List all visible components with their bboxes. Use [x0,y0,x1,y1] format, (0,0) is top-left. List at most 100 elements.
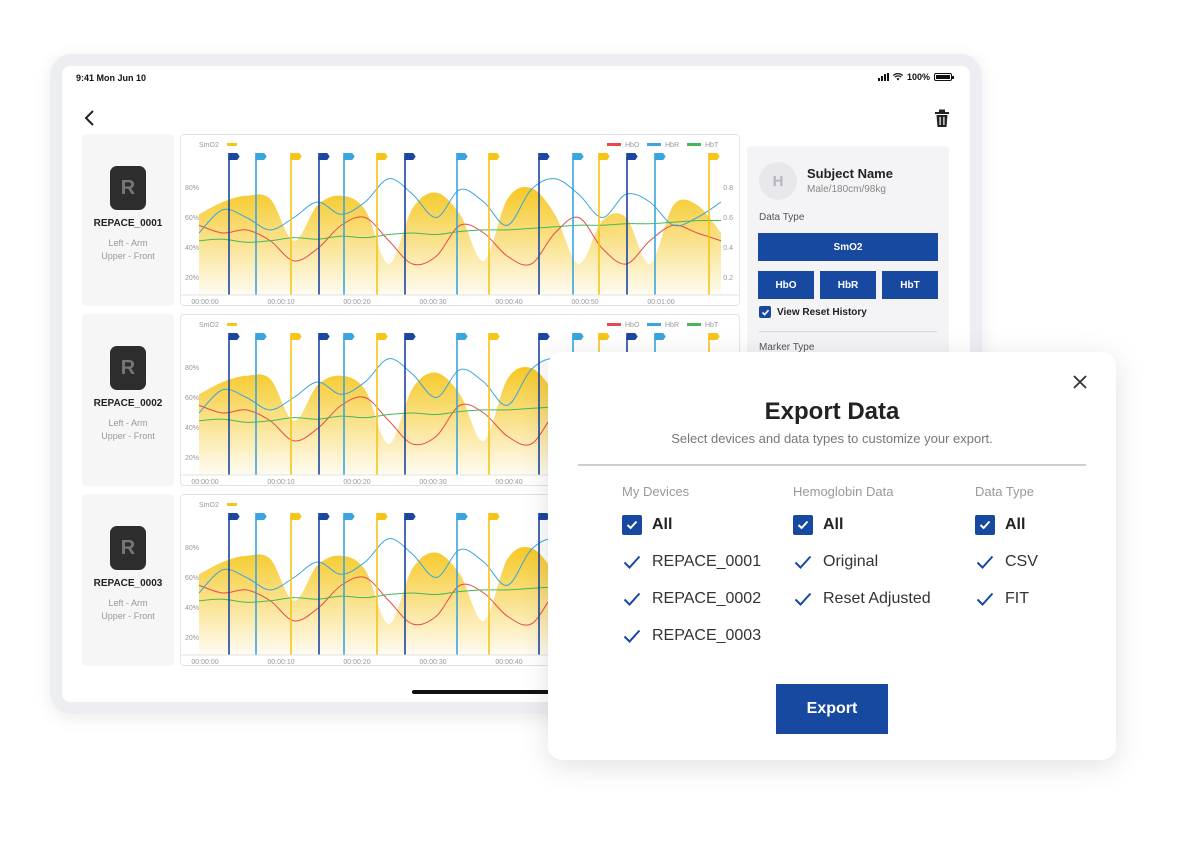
legend-label-hbr: HbR [665,322,679,329]
device-card-3[interactable]: R REPACE_0003 Left - Arm Upper - Front [82,494,174,666]
checkbox-checked-icon[interactable] [975,514,995,535]
marker-flag-icon[interactable] [290,333,302,340]
smo2-legend-swatch [227,143,237,146]
marker-flag-icon[interactable] [228,153,240,160]
marker-flag-icon[interactable] [255,153,267,160]
marker-flag-icon[interactable] [290,513,302,520]
marker-flag-icon[interactable] [255,333,267,340]
marker-flag-icon[interactable] [404,513,416,520]
back-chevron-icon[interactable] [82,108,98,128]
device-option-3[interactable]: REPACE_0003 [622,617,761,654]
status-bar: 9:41 Mon Jun 10 100% [62,66,970,88]
marker-flag-icon[interactable] [318,153,330,160]
x-tick: 00:00:30 [419,299,446,306]
checkmark-icon[interactable] [793,552,813,572]
marker-flag-icon[interactable] [654,153,666,160]
export-button[interactable]: Export [776,684,888,734]
wifi-icon [892,73,903,81]
devices-all-option[interactable]: All [622,506,761,543]
export-data-modal: Export Data Select devices and data type… [548,352,1116,760]
checkmark-icon[interactable] [975,552,995,572]
close-icon[interactable] [1072,374,1088,390]
marker-flag-icon[interactable] [318,513,330,520]
checkmark-icon[interactable] [793,589,813,609]
y-left-tick: 40% [185,425,199,432]
marker-flag-icon[interactable] [404,333,416,340]
marker-flag-icon[interactable] [654,333,666,340]
marker-flag-icon[interactable] [538,153,550,160]
marker-flag-icon[interactable] [318,333,330,340]
checkmark-icon[interactable] [622,589,642,609]
marker-flag-icon[interactable] [538,333,550,340]
y-left-tick: 80% [185,185,199,192]
checkmark-icon[interactable] [622,552,642,572]
device-option-2[interactable]: REPACE_0002 [622,580,761,617]
device-card-1[interactable]: R REPACE_0001 Left - Arm Upper - Front [82,134,174,306]
marker-flag-icon[interactable] [343,333,355,340]
y-right-tick: 0.2 [723,275,733,282]
column-heading: Data Type [975,484,1035,499]
marker-flag-icon[interactable] [572,153,584,160]
hemoglobin-all-option[interactable]: All [793,506,931,543]
marker-flag-icon[interactable] [708,153,720,160]
datatype-all-option[interactable]: All [975,506,1038,543]
marker-flag-icon[interactable] [572,333,584,340]
legend-swatch-hbo [607,143,621,146]
checkbox-checked-icon[interactable] [759,306,771,318]
marker-flag-icon[interactable] [456,153,468,160]
marker-flag-icon[interactable] [376,513,388,520]
marker-flag-icon[interactable] [626,333,638,340]
smo2-button[interactable]: SmO2 [758,233,938,261]
marker-flag-icon[interactable] [598,153,610,160]
marker-flag-icon[interactable] [290,153,302,160]
device-logo-icon: R [110,166,146,210]
marker-flag-icon[interactable] [488,513,500,520]
marker-flag-icon[interactable] [456,513,468,520]
home-indicator [412,690,602,694]
option-label: All [1005,515,1026,533]
marker-flag-icon[interactable] [376,153,388,160]
marker-flag-icon[interactable] [343,513,355,520]
trash-icon[interactable] [934,108,950,128]
chart-device-1[interactable]: SmO2 HbO HbR HbT 80% 60% 40% 20% 0.8 0.6 0.4 0.2 00:… [180,134,740,306]
marker-flag-icon[interactable] [376,333,388,340]
view-reset-history[interactable]: View Reset History [759,306,867,318]
marker-flag-icon[interactable] [708,333,720,340]
marker-flag-icon[interactable] [538,513,550,520]
x-tick: 00:00:00 [191,299,218,306]
marker-flag-icon[interactable] [488,153,500,160]
device-location: Left - Arm Upper - Front [101,238,155,261]
hbr-button[interactable]: HbR [820,271,876,299]
hbo-button[interactable]: HbO [758,271,814,299]
marker-flag-icon[interactable] [626,153,638,160]
marker-flag-icon[interactable] [343,153,355,160]
checkbox-checked-icon[interactable] [793,514,813,535]
device-logo-icon: R [110,346,146,390]
status-icons: 100% [877,72,954,82]
marker-flag-icon[interactable] [404,153,416,160]
checkbox-checked-icon[interactable] [622,514,642,535]
marker-flag-icon[interactable] [228,333,240,340]
hemoglobin-option-reset-adjusted[interactable]: Reset Adjusted [793,580,931,617]
marker-flag-icon[interactable] [488,333,500,340]
device-card-2[interactable]: R REPACE_0002 Left - Arm Upper - Front [82,314,174,486]
x-tick: 00:00:00 [191,479,218,486]
checkmark-icon[interactable] [975,589,995,609]
hemoglobin-option-original[interactable]: Original [793,543,931,580]
marker-flag-icon[interactable] [598,333,610,340]
x-tick: 00:00:10 [267,299,294,306]
column-heading: My Devices [622,484,690,499]
datatype-option-csv[interactable]: CSV [975,543,1038,580]
datatype-option-fit[interactable]: FIT [975,580,1038,617]
smo2-legend-label: SmO2 [199,322,219,329]
device-option-1[interactable]: REPACE_0001 [622,543,761,580]
hbt-button[interactable]: HbT [882,271,938,299]
y-left-tick: 60% [185,575,199,582]
marker-flag-icon[interactable] [255,513,267,520]
marker-flag-icon[interactable] [456,333,468,340]
option-label: All [823,515,844,533]
marker-flag-icon[interactable] [228,513,240,520]
checkmark-icon[interactable] [622,626,642,646]
option-label: CSV [1005,552,1038,570]
smo2-area [199,186,721,295]
